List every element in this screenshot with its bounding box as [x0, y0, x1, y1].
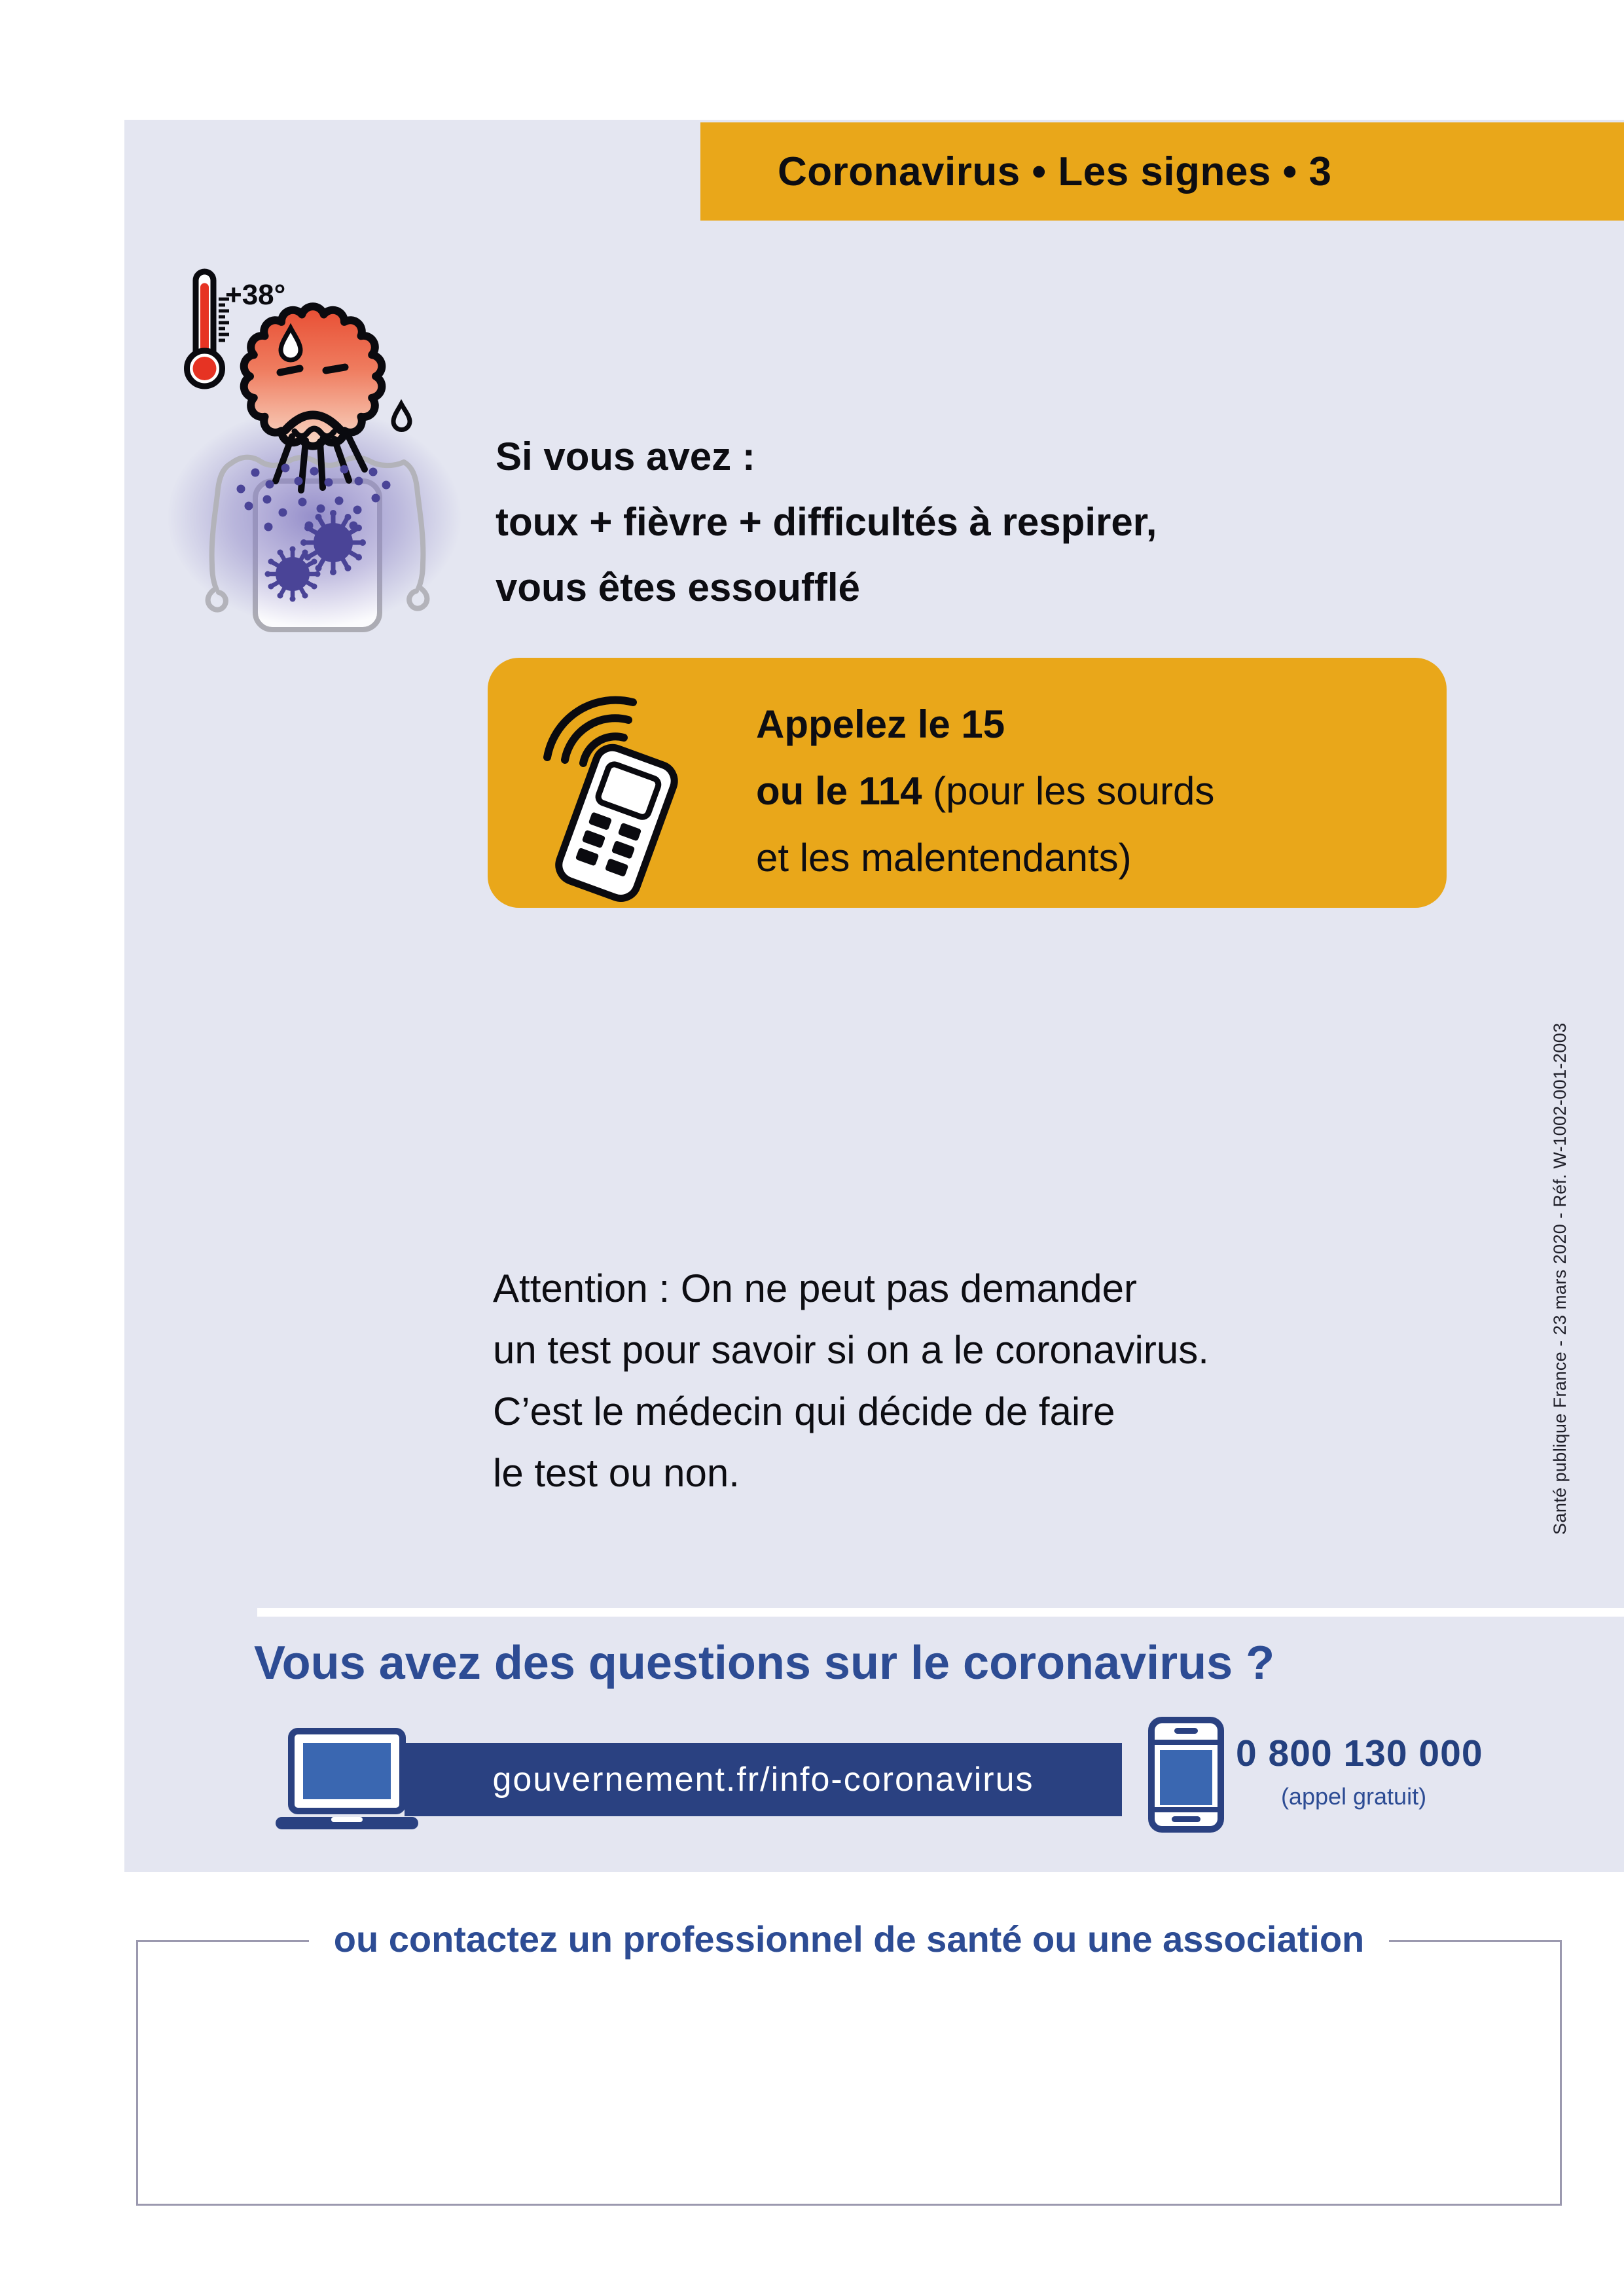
body-outline — [205, 454, 430, 613]
question-heading: Vous avez des questions sur le coronavir… — [254, 1637, 1275, 1689]
warning-line: Attention : On ne peut pas demander — [493, 1266, 1137, 1310]
temperature-label: +38° — [225, 279, 285, 311]
reference-text: Santé publique France - 23 mars 2020 - R… — [1550, 1022, 1570, 1535]
phone-note: (appel gratuit) — [1280, 1783, 1427, 1810]
coronavirus-icon — [264, 546, 321, 602]
warning-line: un test pour savoir si on a le coronavir… — [493, 1328, 1209, 1372]
thermometer-icon: +38° — [184, 268, 285, 389]
call-box-text: Appelez le 15 ou le 114 (pour les sourds… — [756, 691, 1476, 891]
call-line2-regular: (pour les sourds — [922, 769, 1215, 813]
call-line1: Appelez le 15 — [756, 702, 1005, 746]
sweat-drop-icon — [391, 399, 412, 432]
intro-line: vous êtes essoufflé — [496, 565, 860, 609]
divider-line — [257, 1608, 1624, 1617]
page-title: Coronavirus • Les signes • 3 — [778, 149, 1332, 194]
phone-number[interactable]: 0 800 130 000 — [1236, 1732, 1483, 1774]
chin-squiggle — [291, 425, 337, 440]
contact-box — [136, 1940, 1562, 2206]
sick-person-illustration: +38° — [157, 265, 461, 638]
signal-waves — [543, 696, 637, 767]
header-bar: Coronavirus • Les signes • 3 — [700, 122, 1624, 221]
laptop-icon — [270, 1728, 424, 1833]
mouth — [281, 410, 345, 435]
sick-face — [240, 302, 386, 450]
eyes — [276, 363, 349, 376]
sick-person-icon: +38° — [167, 268, 461, 632]
sweat-drop-icon — [278, 323, 303, 363]
warning-text: Attention : On ne peut pas demander un t… — [493, 1258, 1475, 1504]
cough-lines — [272, 430, 368, 493]
smartphone-icon — [1147, 1716, 1225, 1834]
call-line3: et les malentendants) — [756, 836, 1132, 880]
virus-droplets — [236, 463, 391, 531]
warning-line: C’est le médecin qui décide de faire — [493, 1390, 1115, 1433]
ringing-phone-icon — [504, 677, 713, 902]
intro-line: toux + fièvre + difficultés à respirer, — [496, 500, 1157, 544]
contact-label: ou contactez un professionnel de santé o… — [136, 1916, 1562, 1962]
website-link[interactable]: gouvernement.fr/info-coronavirus — [405, 1743, 1122, 1816]
call-line2-bold: ou le 114 — [756, 769, 922, 813]
handset — [555, 744, 678, 902]
coronavirus-icon — [300, 510, 366, 575]
website-url: gouvernement.fr/info-coronavirus — [492, 1761, 1034, 1799]
intro-line: Si vous avez : — [496, 435, 755, 478]
contamination-cloud — [167, 407, 461, 627]
intro-text: Si vous avez : toux + fièvre + difficult… — [496, 424, 1477, 620]
contact-note-text: ou contactez un professionnel de santé o… — [308, 1916, 1390, 1962]
warning-line: le test ou non. — [493, 1451, 740, 1495]
